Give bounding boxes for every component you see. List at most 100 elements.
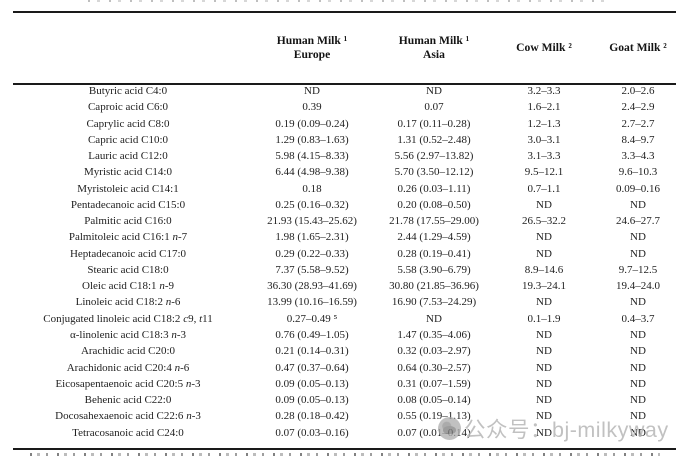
cell-cow-milk: 8.9–14.6	[524, 263, 564, 276]
cell-goat-milk: 19.4–24.0	[616, 280, 660, 293]
cell-hm-asia: 0.20 (0.08–0.50)	[397, 198, 471, 211]
table-row: Stearic acid C18:0 7.37 (5.58–9.52) 5.58 (…	[0, 262, 688, 278]
cell-goat-milk: ND	[630, 426, 646, 439]
header-spacer	[0, 13, 256, 83]
cell-cow-milk: ND	[536, 377, 552, 390]
cell-cow-milk: 0.1–1.9	[527, 312, 561, 325]
cell-cow-milk: 3.0–3.1	[527, 133, 561, 146]
cell-hm-asia: 1.47 (0.35–4.06)	[397, 328, 471, 341]
cell-goat-milk: ND	[630, 231, 646, 244]
cell-hm-europe: ND	[304, 85, 320, 97]
header-human-milk-asia-line2: Asia	[423, 48, 445, 61]
header-cow-milk: Cow Milk ²	[516, 41, 572, 54]
cell-goat-milk: 3.3–4.3	[621, 150, 655, 163]
table-row: α-linolenic acid C18:3 n-3 0.76 (0.49–1.0…	[0, 327, 688, 343]
cell-hm-asia: 0.64 (0.30–2.57)	[397, 361, 471, 374]
cell-hm-asia: 0.07	[424, 101, 444, 114]
cell-cow-milk: ND	[536, 198, 552, 211]
cell-cow-milk: 26.5–32.2	[522, 215, 566, 228]
cell-goat-milk: ND	[630, 247, 646, 260]
clipped-footnote-fragment	[30, 452, 660, 456]
cell-goat-milk: 2.7–2.7	[621, 117, 655, 130]
cell-hm-europe: 0.47 (0.37–0.64)	[275, 361, 349, 374]
cell-goat-milk: ND	[630, 296, 646, 309]
cell-goat-milk: 24.6–27.7	[616, 215, 660, 228]
cell-hm-asia: ND	[426, 312, 442, 325]
cell-hm-europe: 1.29 (0.83–1.63)	[275, 133, 349, 146]
cell-cow-milk: ND	[536, 394, 552, 407]
cell-cow-milk: 1.6–2.1	[527, 101, 561, 114]
row-label: Eicosapentaenoic acid C20:5 n-3	[55, 377, 201, 390]
row-label: Oleic acid C18:1 n-9	[82, 280, 174, 293]
cell-hm-europe: 0.19 (0.09–0.24)	[275, 117, 349, 130]
cell-hm-europe: 0.07 (0.03–0.16)	[275, 426, 349, 439]
row-label: Arachidonic acid C20:4 n-6	[66, 361, 190, 374]
table-bottom-rule	[13, 448, 676, 451]
cell-goat-milk: 2.4–2.9	[621, 101, 655, 114]
table-mid-rule	[13, 83, 676, 85]
cell-hm-asia: 5.58 (3.90–6.79)	[397, 263, 471, 276]
cell-hm-asia: 0.07 (0.01–0.14)	[397, 426, 471, 439]
row-label: Behenic acid C22:0	[84, 394, 172, 407]
table-top-rule	[13, 11, 676, 13]
header-human-milk-asia: Human Milk ¹ Asia	[368, 13, 500, 83]
cell-cow-milk: ND	[536, 345, 552, 358]
cell-hm-asia: 2.44 (1.29–4.59)	[397, 231, 471, 244]
table-body: Butyric acid C4:0 ND ND 3.2–3.3 2.0–2.6 Capro…	[0, 83, 688, 441]
cell-hm-asia: 5.56 (2.97–13.82)	[394, 150, 474, 163]
table-row: Pentadecanoic acid C15:0 0.25 (0.16–0.32)…	[0, 197, 688, 213]
cell-cow-milk: ND	[536, 426, 552, 439]
row-label: Butyric acid C4:0	[88, 85, 168, 97]
cell-cow-milk: ND	[536, 231, 552, 244]
table-row: Behenic acid C22:0 0.09 (0.05–0.13) 0.08 (…	[0, 392, 688, 408]
cell-goat-milk: ND	[630, 198, 646, 211]
table-row: Myristoleic acid C14:1 0.18 0.26 (0.03–1.1…	[0, 181, 688, 197]
cell-hm-europe: 5.98 (4.15–8.33)	[275, 150, 349, 163]
cell-hm-europe: 36.30 (28.93–41.69)	[267, 280, 357, 293]
table-row: Palmitic acid C16:0 21.93 (15.43–25.62) 21…	[0, 213, 688, 229]
cell-hm-europe: 0.18	[302, 182, 322, 195]
row-label: Lauric acid C12:0	[88, 150, 168, 163]
table-row: Caprylic acid C8:0 0.19 (0.09–0.24) 0.17 (…	[0, 116, 688, 132]
header-human-milk-europe: Human Milk ¹ Europe	[256, 13, 368, 83]
row-label: Caproic acid C6:0	[87, 101, 169, 114]
cell-goat-milk: ND	[630, 328, 646, 341]
cell-cow-milk: 3.2–3.3	[527, 85, 561, 97]
cell-hm-asia: 0.28 (0.19–0.41)	[397, 247, 471, 260]
table-row: Eicosapentaenoic acid C20:5 n-3 0.09 (0.0…	[0, 376, 688, 392]
cell-hm-europe: 0.09 (0.05–0.13)	[275, 394, 349, 407]
clipped-caption-fragment	[88, 0, 608, 2]
table-row: Docosahexaenoic acid C22:6 n-3 0.28 (0.18…	[0, 408, 688, 424]
cell-hm-europe: 0.76 (0.49–1.05)	[275, 328, 349, 341]
cell-goat-milk: ND	[630, 345, 646, 358]
row-label: Stearic acid C18:0	[87, 263, 169, 276]
cell-goat-milk: 9.7–12.5	[618, 263, 658, 276]
cell-cow-milk: 9.5–12.1	[524, 166, 564, 179]
cell-hm-asia: 0.08 (0.05–0.14)	[397, 394, 471, 407]
cell-cow-milk: 3.1–3.3	[527, 150, 561, 163]
cell-goat-milk: 9.6–10.3	[618, 166, 658, 179]
table-header: Human Milk ¹ Europe Human Milk ¹ Asia Co…	[0, 13, 688, 83]
cell-hm-europe: 0.27–0.49 ⁵	[286, 312, 338, 325]
row-label: Myristic acid C14:0	[84, 166, 172, 179]
cell-hm-europe: 0.28 (0.18–0.42)	[275, 410, 349, 423]
header-goat-milk: Goat Milk ²	[609, 41, 667, 54]
cell-hm-europe: 7.37 (5.58–9.52)	[275, 263, 349, 276]
cell-cow-milk: ND	[536, 361, 552, 374]
cell-hm-europe: 13.99 (10.16–16.59)	[267, 296, 357, 309]
table-row: Arachidic acid C20:0 0.21 (0.14–0.31) 0.32…	[0, 343, 688, 359]
table-row: Myristic acid C14:0 6.44 (4.98–9.38) 5.70 …	[0, 164, 688, 180]
row-label: Capric acid C10:0	[87, 133, 169, 146]
row-label: α-linolenic acid C18:3 n-3	[69, 328, 187, 341]
cell-hm-asia: 21.78 (17.55–29.00)	[389, 215, 479, 228]
row-label: Arachidic acid C20:0	[80, 345, 176, 358]
cell-cow-milk: ND	[536, 296, 552, 309]
table-row: Heptadecanoic acid C17:0 0.29 (0.22–0.33)…	[0, 246, 688, 262]
cell-hm-europe: 0.09 (0.05–0.13)	[275, 377, 349, 390]
cell-goat-milk: ND	[630, 410, 646, 423]
cell-goat-milk: 0.09–0.16	[616, 182, 660, 195]
cell-hm-asia: 1.31 (0.52–2.48)	[397, 133, 471, 146]
cell-hm-asia: 0.17 (0.11–0.28)	[397, 117, 471, 130]
cell-cow-milk: 1.2–1.3	[527, 117, 561, 130]
